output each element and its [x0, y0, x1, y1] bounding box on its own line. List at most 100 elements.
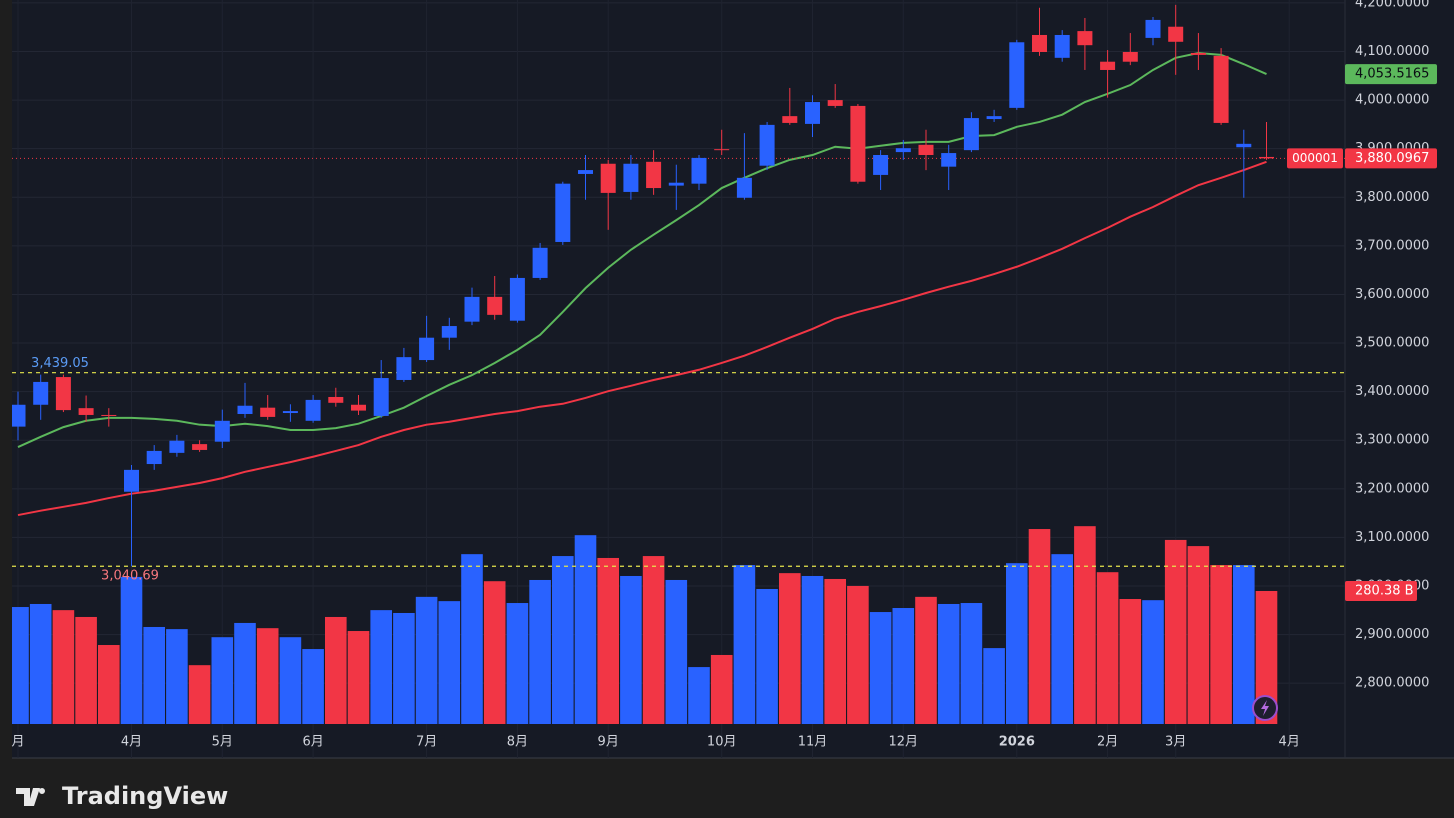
- candle-body: [12, 404, 26, 427]
- candle-body: [691, 157, 707, 184]
- brand-icon: [16, 788, 45, 806]
- candle-body: [805, 102, 820, 124]
- volume-bar: [1051, 554, 1073, 724]
- volume-bar: [52, 610, 75, 724]
- y-tick-label: 3,400.0000: [1355, 384, 1429, 399]
- candle-body: [1213, 55, 1229, 123]
- candle-body: [1122, 51, 1138, 62]
- volume-bar: [166, 629, 188, 724]
- x-tick-label: 4月: [1279, 735, 1300, 750]
- candle-body: [487, 296, 503, 315]
- volume-bar: [98, 645, 120, 724]
- candle-body: [759, 124, 775, 166]
- candle-body: [1259, 156, 1274, 159]
- volume-bar: [574, 535, 597, 724]
- volume-bar: [620, 575, 642, 724]
- ma-value-box: [1345, 64, 1437, 85]
- volume-bar: [1119, 598, 1142, 724]
- candle-body: [918, 144, 934, 156]
- volume-bar: [688, 667, 710, 724]
- x-tick-label: 9月: [598, 735, 619, 750]
- volume-value-label: 280.38 B: [1355, 583, 1414, 598]
- volume-bar: [1006, 563, 1028, 724]
- candle-body: [714, 149, 730, 151]
- candle-body: [555, 183, 571, 242]
- x-tick-label: 月: [11, 735, 24, 750]
- candle-body: [668, 182, 684, 186]
- candle-body: [214, 420, 230, 442]
- candle-body: [850, 105, 866, 182]
- volume-bar: [506, 603, 529, 724]
- volume-bar: [642, 556, 665, 724]
- candle-body: [328, 396, 344, 403]
- candle-body: [827, 100, 843, 106]
- x-tick-label: 4月: [121, 735, 142, 750]
- alert-icon[interactable]: [1252, 695, 1278, 721]
- candle-body: [55, 377, 71, 411]
- y-tick-label: 3,700.0000: [1355, 238, 1429, 253]
- x-tick-label: 2月: [1097, 735, 1118, 750]
- candle-body: [873, 155, 889, 175]
- candle-body: [963, 118, 979, 151]
- candle-body: [1009, 42, 1025, 108]
- volume-bar: [915, 596, 937, 724]
- volume-bar: [892, 608, 915, 724]
- alert-icon-bolt[interactable]: [1261, 700, 1269, 716]
- volume-bar: [461, 554, 483, 724]
- candle-body: [419, 337, 435, 361]
- volume-bar: [12, 607, 29, 724]
- candle-body: [78, 408, 94, 415]
- volume-bar: [279, 637, 302, 724]
- volume-bar: [779, 573, 801, 724]
- x-tick-label: 5月: [212, 735, 233, 750]
- volume-bar: [256, 628, 279, 724]
- volume-bar: [483, 581, 506, 724]
- volume-bar: [597, 557, 619, 724]
- candle-body: [192, 444, 208, 450]
- brand-name: TradingView: [62, 782, 228, 810]
- symbol-box: [1287, 148, 1343, 169]
- y-tick-label: 3,300.0000: [1355, 433, 1429, 448]
- volume-bar: [302, 649, 324, 724]
- candle-body: [1100, 61, 1116, 70]
- candle-body: [532, 247, 548, 278]
- volume-bar: [1255, 590, 1278, 724]
- volume-bar: [869, 612, 892, 724]
- volume-bar: [1164, 539, 1187, 724]
- last-price-label: 3,880.0967: [1355, 151, 1429, 166]
- volume-bar: [960, 603, 983, 724]
- y-tick-label: 4,200.0000: [1355, 0, 1429, 10]
- volume-bar: [1187, 546, 1210, 724]
- moving-average-line: [17, 160, 1267, 517]
- x-tick-label: 10月: [707, 735, 737, 750]
- volume-bar: [393, 612, 415, 724]
- volume-bar: [552, 556, 574, 724]
- candle-body: [1054, 34, 1070, 58]
- candle-body: [509, 277, 525, 321]
- price-line-label: 3,040.69: [101, 569, 159, 584]
- volume-pane: [12, 526, 1278, 724]
- y-tick-label: 3,600.0000: [1355, 287, 1429, 302]
- volume-bar: [234, 622, 256, 724]
- brand-logo: TradingView: [16, 782, 228, 810]
- candle-body: [1145, 19, 1161, 38]
- volume-bar: [415, 596, 438, 724]
- candle-body: [1168, 26, 1184, 42]
- candles: [12, 4, 1274, 567]
- volume-bar: [824, 578, 846, 724]
- candle-body: [986, 116, 1002, 120]
- candle-body: [146, 450, 162, 465]
- volume-bar: [1233, 565, 1255, 724]
- volume-bar: [756, 588, 778, 724]
- axes: 4,200.00004,100.00004,000.00003,900.0000…: [11, 0, 1437, 750]
- volume-bar: [29, 603, 52, 724]
- candle-body: [101, 414, 117, 416]
- candle-body: [305, 399, 321, 421]
- candle-body: [600, 163, 616, 193]
- volume-value-box: [1345, 580, 1417, 601]
- volume-bar: [665, 579, 688, 724]
- x-tick-label: 8月: [507, 735, 528, 750]
- volume-bar: [710, 654, 733, 724]
- volume-bar: [983, 648, 1005, 724]
